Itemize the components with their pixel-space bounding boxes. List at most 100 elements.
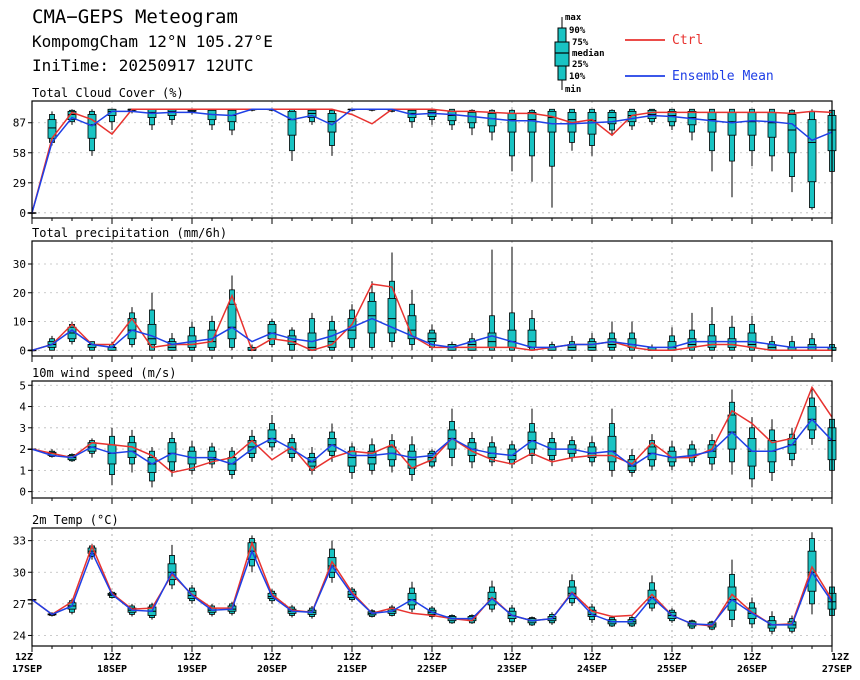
iqr-box [547,110,557,133]
y-tick-label: 30 [13,258,26,271]
x-tick-hour: 12Z [183,652,201,663]
iqr-box [287,335,297,345]
panel-title: Total Cloud Cover (%) [32,86,184,100]
y-tick-label: 87 [13,117,26,130]
ensemble-box [187,321,197,351]
ensemble-box [147,446,157,488]
legend-median-label: median [572,49,605,59]
legend-iqr-box [554,41,570,67]
panel-precip: Total precipitation (mm/6h) 0 10 20 30 [13,226,837,362]
ensemble-box [527,310,537,351]
ensemble-box [227,108,237,136]
ensemble-box [567,108,577,151]
iqr-box [727,111,737,136]
ensemble-box [747,315,757,351]
ensemble-box [207,315,217,351]
iqr-box [807,119,817,183]
ensemble-mean-line [31,418,833,468]
ensemble-box [607,408,617,477]
x-tick-hour: 12Z [743,652,761,663]
ctrl-line [31,108,833,213]
x-tick-date: 19SEP [177,664,207,675]
iqr-box [447,429,457,450]
legend-ctrl-label: Ctrl [672,33,704,48]
iqr-box [507,329,517,348]
x-tick-date: 23SEP [497,664,527,675]
ensemble-box [487,109,497,141]
ensemble-box [167,333,177,351]
iqr-box [427,332,437,343]
ensemble-box [307,312,317,351]
panel-title: Total precipitation (mm/6h) [32,226,227,240]
station-label: KompomgCham 12°N 105.27°E [32,32,273,51]
ensemble-box [707,108,717,172]
ensemble-box [727,559,737,628]
iqr-box [367,300,377,334]
iqr-box [127,442,137,458]
ensemble-box [87,109,97,156]
y-tick-label: 58 [13,147,26,160]
iqr-box [507,448,517,461]
x-tick-hour: 12Z [423,652,441,663]
y-tick-label: 0 [19,486,26,499]
y-tick-label: 27 [13,598,26,611]
iqr-box [107,444,117,465]
panel-title: 2m Temp (°C) [32,513,119,527]
iqr-box [527,111,537,133]
x-tick-hour: 12Z [103,652,121,663]
x-tick-date: 25SEP [657,664,687,675]
panel-wind: 10m wind speed (m/s) 0 1 2 3 4 5 [19,366,837,504]
ensemble-box [407,581,417,613]
ctrl-line [31,283,832,352]
ensemble-box [107,427,117,486]
ensemble-box [147,292,157,351]
x-tick-date: 20SEP [257,664,287,675]
iqr-box [607,111,617,125]
legend-min-label: min [565,85,582,95]
ensemble-box [167,108,177,125]
iqr-box [327,329,337,348]
iqr-box [607,435,617,463]
ensemble-box [367,438,377,475]
ensemble-box [507,109,517,172]
iqr-box [67,110,77,121]
iqr-box [727,338,737,348]
ensemble-box [167,544,177,590]
ensemble-mean-line [31,317,832,352]
ensemble-box [347,304,357,351]
iqr-box [467,111,477,124]
y-tick-label: 0 [19,207,26,220]
legend-p25-label: 25% [572,60,589,70]
legend-p75-label: 75% [572,38,589,48]
x-tick-date: 21SEP [337,664,367,675]
ensemble-box [567,574,577,606]
y-tick-label: 20 [13,287,26,300]
ensemble-box [127,307,137,348]
iqr-box [207,450,217,461]
ensemble-box [367,281,377,351]
ensemble-box [107,108,117,130]
ensemble-box [747,417,757,488]
x-tick-hour: 12Z [831,652,849,663]
ensemble-box [207,108,217,130]
x-tick-date: 18SEP [97,664,127,675]
x-tick-date: 26SEP [737,664,767,675]
iqr-box [387,298,397,334]
ensemble-box [207,442,217,469]
y-tick-label: 30 [13,566,26,579]
y-tick-label: 29 [13,177,26,190]
ensemble-box [567,335,577,351]
p10-p90-box [549,108,555,167]
ensemble-box [547,341,557,351]
ensemble-box [687,440,697,467]
panel-temp: 2m Temp (°C) 24 27 30 33 [13,513,837,652]
ensemble-box [407,289,417,351]
y-tick-label: 5 [19,379,26,392]
p10-p90-box [509,109,515,157]
iqr-box [527,329,537,348]
ensemble-box [407,436,417,481]
ensemble-mean-line [31,549,833,626]
iqr-box [307,109,317,118]
ensemble-box [227,275,237,351]
ensemble-box [767,108,777,172]
